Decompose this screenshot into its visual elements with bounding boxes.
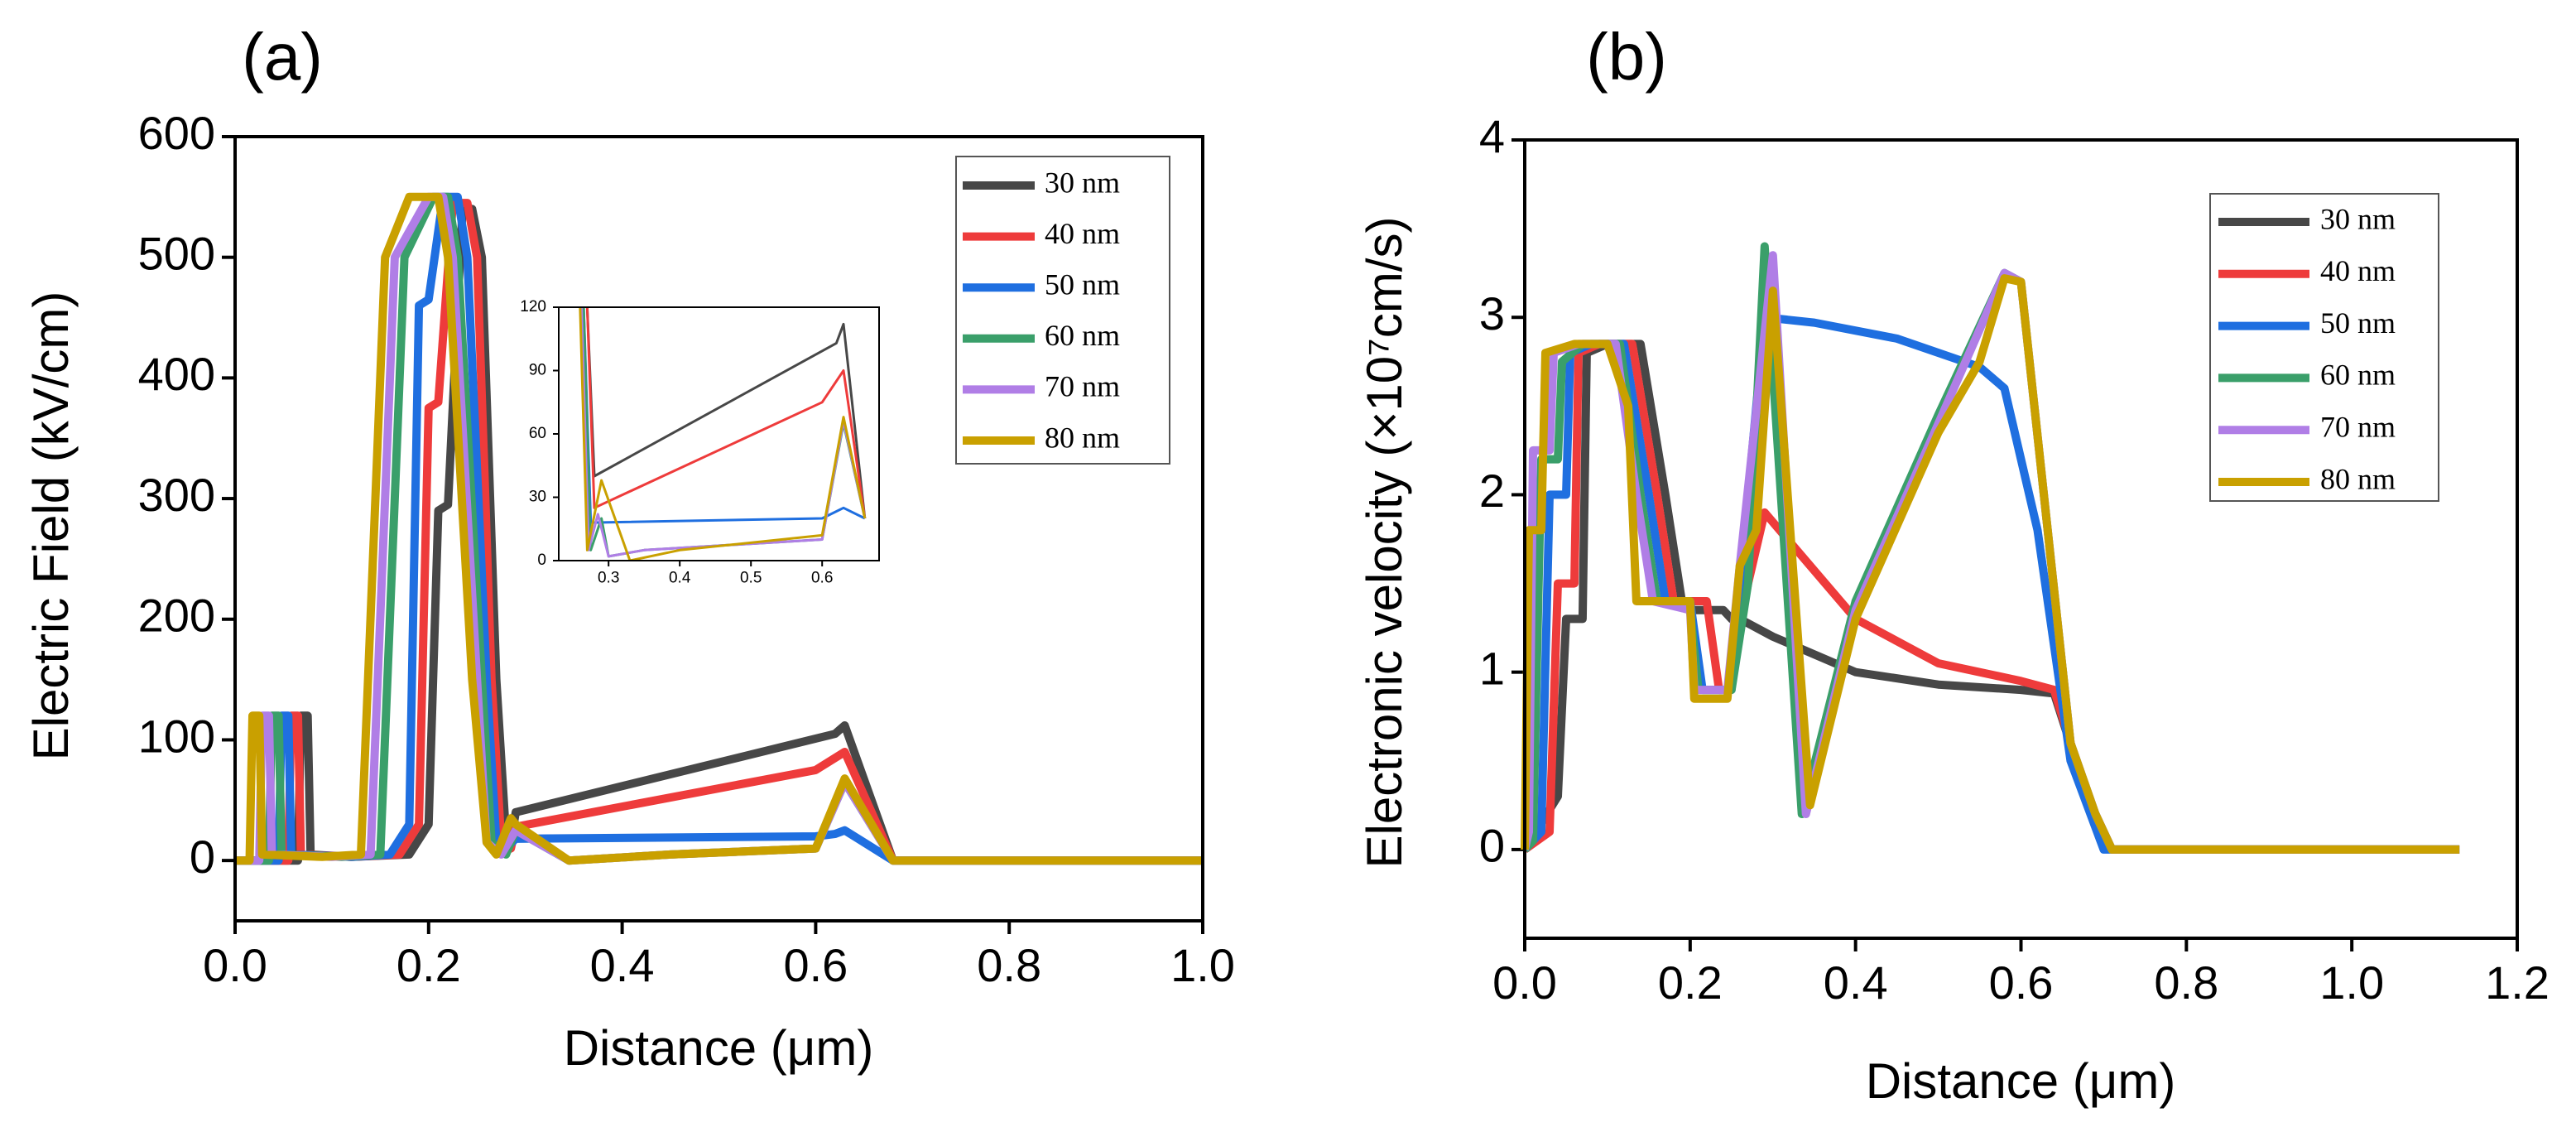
y-axis-title: Electric Field (kV/cm) — [23, 291, 79, 761]
x-tick-label: 0.6 — [811, 569, 833, 586]
series-line — [1521, 274, 2460, 854]
legend-box — [2209, 193, 2439, 502]
axes-frame — [558, 306, 880, 561]
x-tick-label: 0.6 — [783, 939, 848, 991]
legend-label: 60 nm — [2320, 359, 2396, 392]
y-tick-label: 500 — [138, 227, 215, 279]
y-tick-label: 100 — [138, 710, 215, 762]
axes-frame — [233, 135, 1204, 922]
y-tick-label: 1 — [1479, 642, 1505, 694]
y-tick-label: 4 — [1479, 110, 1505, 162]
y-tick-label: 30 — [529, 489, 546, 506]
legend-label: 30 nm — [2320, 202, 2396, 235]
panel-label: (b) — [1586, 20, 1667, 94]
x-tick-label: 0.4 — [590, 939, 655, 991]
x-tick-label: 0.6 — [1989, 956, 2054, 1009]
x-tick-label: 0.2 — [396, 939, 461, 991]
x-tick-label: 0.8 — [2154, 956, 2218, 1009]
legend-label: 30 nm — [1045, 166, 1120, 199]
legend-label: 40 nm — [2320, 254, 2396, 287]
legend-label: 70 nm — [1045, 370, 1120, 403]
series-line — [579, 307, 867, 561]
y-tick-label: 0 — [537, 552, 546, 569]
y-tick-label: 120 — [520, 298, 546, 316]
y-axis-title: Electronic velocity (×10⁷cm/s) — [1357, 217, 1412, 869]
x-tick-label: 0.0 — [1492, 956, 1557, 1009]
x-axis-title: Distance (μm) — [564, 1020, 874, 1076]
legend-box — [955, 156, 1170, 465]
legend-label: 70 nm — [2320, 410, 2396, 443]
legend-label: 80 nm — [1045, 421, 1120, 454]
series-line — [1521, 340, 2460, 854]
x-axis-title: Distance (μm) — [1866, 1053, 2176, 1109]
x-tick-label: 0.2 — [1658, 956, 1723, 1009]
legend-label: 50 nm — [2320, 306, 2396, 340]
y-tick-label: 600 — [138, 107, 215, 159]
y-tick-label: 90 — [529, 362, 546, 379]
legend-label: 60 nm — [1045, 319, 1120, 352]
y-tick-label: 200 — [138, 590, 215, 642]
x-tick-label: 0.4 — [1824, 956, 1888, 1009]
y-tick-label: 2 — [1479, 465, 1505, 517]
x-tick-label: 1.0 — [2319, 956, 2384, 1009]
x-tick-label: 0.4 — [669, 569, 691, 586]
x-tick-label: 0.3 — [598, 569, 619, 586]
legend-label: 40 nm — [1045, 217, 1120, 250]
series-line — [585, 307, 867, 519]
series-line — [235, 192, 1203, 865]
y-tick-label: 300 — [138, 469, 215, 521]
x-tick-label: 0.5 — [740, 569, 762, 586]
legend-label: 50 nm — [1045, 267, 1120, 301]
x-tick-label: 1.0 — [1170, 939, 1235, 991]
panel-label: (a) — [242, 20, 323, 94]
y-tick-label: 60 — [529, 425, 546, 442]
x-tick-label: 0.8 — [977, 939, 1041, 991]
series-line — [1522, 340, 2460, 854]
y-tick-label: 400 — [138, 348, 215, 400]
y-tick-label: 0 — [190, 831, 215, 883]
axes-frame — [1523, 138, 2519, 940]
x-tick-label: 0.0 — [203, 939, 267, 991]
x-tick-label: 1.2 — [2485, 956, 2550, 1009]
legend-label: 80 nm — [2320, 462, 2396, 495]
y-tick-label: 3 — [1479, 287, 1505, 340]
y-tick-label: 0 — [1479, 820, 1505, 872]
